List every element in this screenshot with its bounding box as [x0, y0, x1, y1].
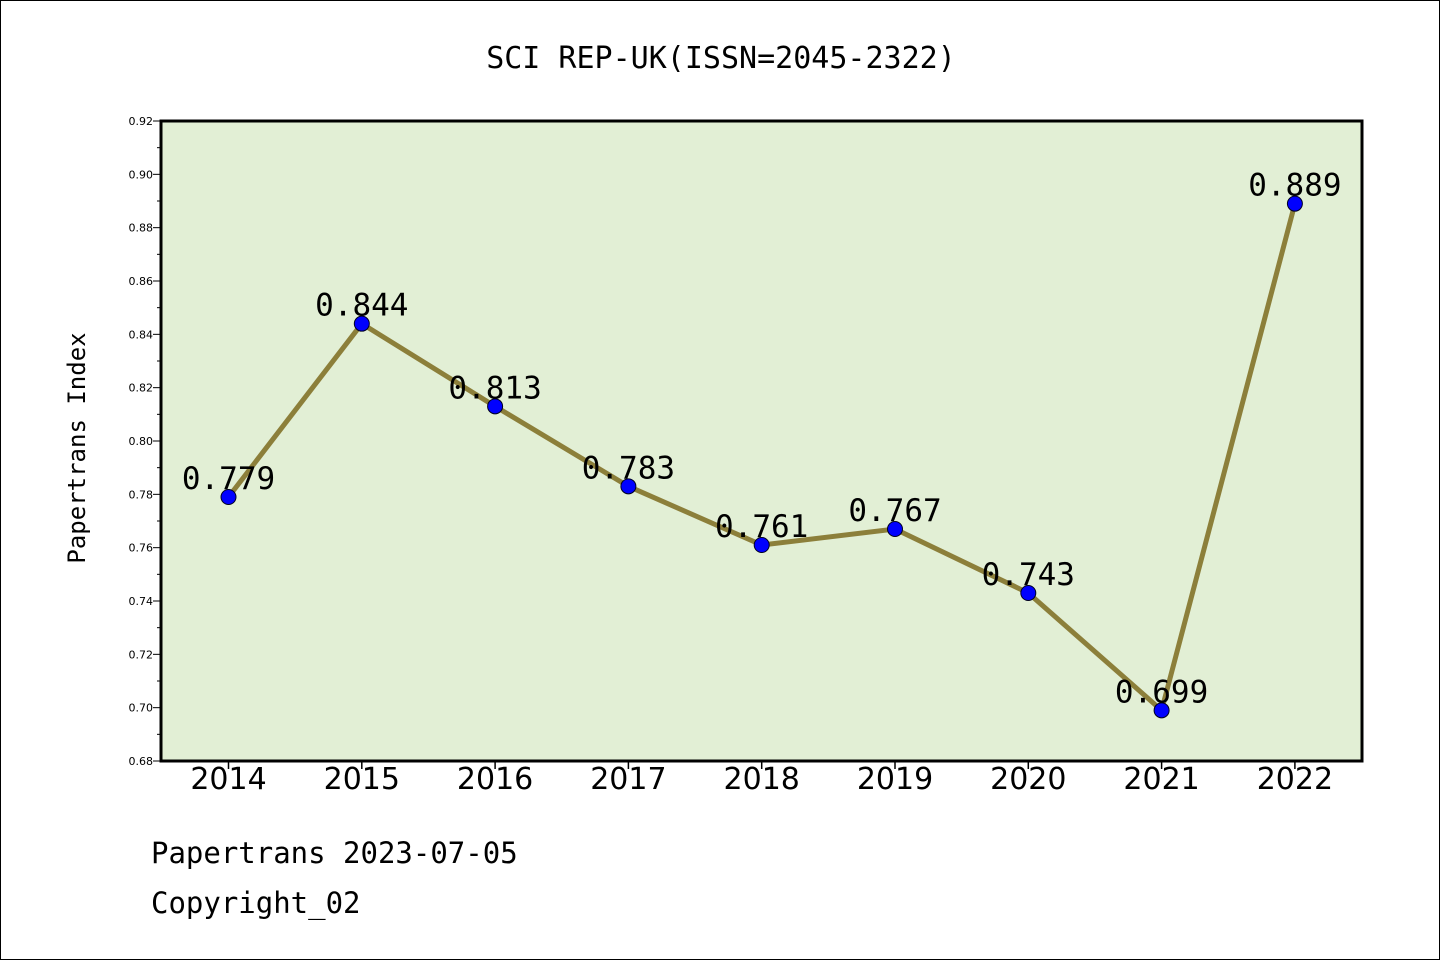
- y-axis-label: Papertrans Index: [63, 332, 91, 563]
- data-label: 0.761: [715, 509, 808, 545]
- y-tick-label: 0.68: [129, 755, 154, 768]
- data-point: [1153, 702, 1170, 719]
- data-point: [887, 521, 903, 537]
- data-point: [620, 478, 637, 495]
- data-point: [220, 489, 237, 505]
- y-tick-label: 0.88: [129, 222, 154, 235]
- y-tick-label: 0.82: [129, 382, 154, 395]
- x-tick-label: 2022: [1257, 762, 1333, 797]
- data-label: 0.779: [182, 461, 275, 497]
- x-tick-label: 2016: [457, 762, 533, 797]
- y-tick-label: 0.90: [129, 168, 154, 181]
- y-tick-label: 0.80: [129, 435, 154, 448]
- y-tick-label: 0.72: [129, 648, 154, 661]
- y-tick-label: 0.70: [129, 702, 154, 715]
- data-point: [1020, 585, 1037, 601]
- data-label: 0.844: [315, 288, 408, 324]
- x-tick-label: 2021: [1123, 762, 1199, 797]
- x-tick-label: 2018: [724, 762, 800, 797]
- y-tick-label: 0.84: [129, 328, 154, 341]
- footer-copyright: Copyright_02: [151, 886, 361, 920]
- series-group: 0.779 0.844 0.813 0.783 0.761 0.767 0.743 0.699…: [182, 168, 1342, 719]
- x-tick-label: 2020: [990, 762, 1066, 797]
- data-label: 0.743: [982, 557, 1075, 593]
- x-tick-label: 2014: [190, 762, 266, 797]
- y-tick-label: 0.78: [129, 488, 154, 501]
- plot-area: [159, 119, 1364, 763]
- data-label: 0.699: [1115, 674, 1208, 710]
- data-label: 0.889: [1248, 168, 1341, 204]
- data-point: [753, 537, 770, 553]
- data-label: 0.813: [448, 370, 541, 406]
- data-label: 0.767: [848, 493, 941, 529]
- x-tick-label: 2019: [857, 762, 933, 797]
- footer-date: Papertrans 2023-07-05: [151, 836, 518, 870]
- x-tick-label: 2017: [590, 762, 666, 797]
- y-tick-label: 0.76: [129, 542, 154, 555]
- data-point: [1286, 195, 1303, 212]
- chart-title: SCI REP-UK(ISSN=2045-2322): [486, 41, 956, 76]
- x-axis: 2014 2015 2016 2017 2018 2019 2020 2021 2022: [190, 761, 1333, 797]
- y-tick-label: 0.86: [129, 275, 154, 288]
- data-point: [353, 315, 370, 332]
- y-axis: 0.68 0.70 0.72 0.74 0.76 0.78 0.80 0.82 0.84 0.86…: [129, 115, 161, 768]
- y-tick-label: 0.74: [129, 595, 154, 608]
- data-label: 0.783: [582, 450, 675, 486]
- x-tick-label: 2015: [324, 762, 400, 797]
- data-point: [487, 398, 504, 415]
- y-tick-label: 0.92: [129, 115, 154, 128]
